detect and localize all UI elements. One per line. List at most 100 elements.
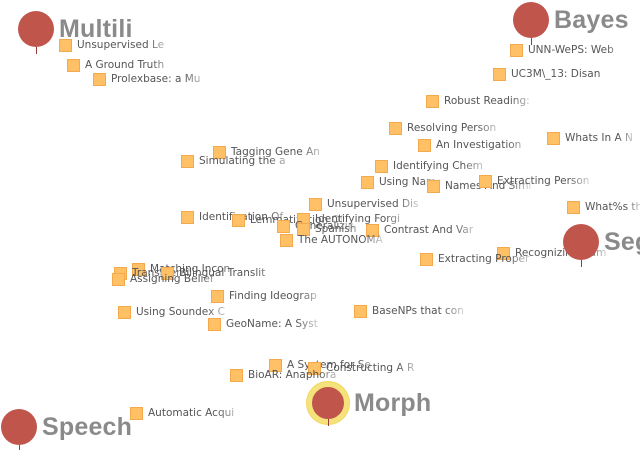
topic-node[interactable]: Bayes — [513, 2, 629, 45]
document-title: Simulating the a — [199, 155, 286, 167]
document-marker — [479, 175, 492, 188]
document-title: Constructing A R — [326, 362, 415, 374]
document-node[interactable]: Lemmatization Of — [232, 214, 350, 227]
topic-label: Speech — [42, 412, 133, 441]
document-node[interactable]: Generalizing — [277, 220, 357, 233]
document-node[interactable]: A System for Se — [269, 359, 387, 372]
document-marker — [389, 122, 402, 135]
document-marker — [420, 253, 433, 266]
document-node[interactable]: Unsupervised Dis — [309, 198, 427, 211]
document-node[interactable]: An Investigation — [418, 139, 536, 152]
document-title: Tagging Gene An — [231, 146, 320, 158]
document-title: Extracting Proper — [438, 253, 530, 265]
document-node[interactable]: Simulating the a — [181, 155, 299, 168]
document-node[interactable]: Finding Ideograp — [211, 290, 329, 303]
document-title: GeoName: A Syst — [226, 318, 318, 330]
document-marker — [493, 68, 506, 81]
document-node[interactable]: Constructing A R — [308, 362, 426, 375]
document-title: A System for Se — [287, 359, 371, 371]
document-marker — [59, 39, 72, 52]
document-title: BioAR: Anaphora — [248, 369, 337, 381]
document-marker — [308, 362, 321, 375]
document-node[interactable]: Tagging Gene An — [213, 146, 331, 159]
document-node[interactable]: Extracting Person — [479, 175, 597, 188]
document-title: Automatic Acqui — [148, 407, 235, 419]
document-marker — [361, 176, 374, 189]
document-title: Identifying Chem — [393, 160, 483, 172]
document-node[interactable]: Bilingual Translit — [161, 267, 289, 280]
topic-label: Morph — [354, 388, 432, 417]
document-title: Identifying Forgi — [315, 213, 401, 225]
topic-label: Multili — [59, 14, 133, 43]
document-marker — [366, 224, 379, 237]
document-marker — [547, 132, 560, 145]
document-title: UC3M\_13: Disan — [511, 68, 601, 80]
topic-marker — [1, 409, 37, 450]
document-marker — [132, 263, 145, 276]
document-title: An Investigation — [436, 139, 522, 151]
document-marker — [181, 211, 194, 224]
document-node[interactable]: Extracting Proper — [420, 253, 538, 266]
document-marker — [211, 290, 224, 303]
document-node[interactable]: Identifying Chem — [375, 160, 493, 173]
document-marker — [213, 146, 226, 159]
document-node[interactable]: What%s th — [567, 201, 640, 214]
document-marker — [181, 155, 194, 168]
document-title: A Ground Truth — [85, 59, 165, 71]
topic-node[interactable]: Seg — [563, 224, 640, 267]
topic-node-selected[interactable]: Morph — [307, 382, 432, 426]
document-node[interactable]: Automatic Acqui — [130, 407, 248, 420]
document-title: Using Soundex C — [136, 306, 225, 318]
document-marker — [497, 247, 510, 260]
document-node[interactable]: BioAR: Anaphora — [230, 369, 348, 382]
document-marker — [567, 201, 580, 214]
document-node[interactable]: Assigning Belief — [112, 273, 230, 286]
document-title: Contrast And Var — [384, 224, 474, 236]
document-marker — [67, 59, 80, 72]
document-title: Unsupervised Le — [77, 39, 165, 51]
topic-marker — [307, 382, 349, 426]
document-node[interactable]: UC3M\_13: Disan — [493, 68, 636, 81]
document-node[interactable]: BaseNPs that con — [354, 305, 472, 318]
document-title: Bilingual Translit — [179, 267, 266, 279]
document-title: BaseNPs that con — [372, 305, 464, 317]
document-marker — [269, 359, 282, 372]
document-title: Finding Ideograp — [229, 290, 317, 302]
document-node[interactable]: Contrast And Var — [366, 224, 484, 237]
document-node[interactable]: A Ground Truth — [67, 59, 180, 72]
document-title: Assigning Belief — [130, 273, 214, 285]
document-marker — [426, 95, 439, 108]
document-title: What%s th — [585, 201, 640, 213]
document-node[interactable]: GeoName: A Syst — [208, 318, 326, 331]
document-title: Extracting Person — [497, 175, 590, 187]
document-marker — [230, 369, 243, 382]
topic-node[interactable]: Speech — [1, 409, 133, 450]
document-title: Unsupervised Dis — [327, 198, 419, 210]
document-node[interactable]: Whats In A N — [547, 132, 640, 145]
topic-marker — [513, 2, 549, 45]
topic-marker — [18, 11, 54, 54]
document-node[interactable]: The AUTONOMA — [280, 234, 390, 247]
document-node[interactable]: Using Names A — [361, 176, 441, 189]
document-title: Using Names A — [379, 176, 441, 188]
document-marker — [93, 73, 106, 86]
document-marker — [354, 305, 367, 318]
document-node[interactable]: Spanish — [297, 223, 365, 236]
document-node[interactable]: UNN-WePS: Web — [510, 44, 638, 57]
document-node[interactable]: Unsupervised Le — [59, 39, 177, 52]
document-title: Resolving Person — [407, 122, 497, 134]
topic-label: Seg — [604, 227, 640, 256]
document-marker — [277, 220, 290, 233]
document-title: Whats In A N — [565, 132, 633, 144]
document-node[interactable]: Resolving Person — [389, 122, 507, 135]
document-title: Generalizing — [295, 220, 357, 232]
document-node[interactable]: Prolexbase: a Mu — [93, 73, 214, 86]
document-marker — [130, 407, 143, 420]
document-title: Robust Reading: — [444, 95, 530, 107]
document-node[interactable]: Robust Reading: — [426, 95, 539, 108]
document-node[interactable]: Using Soundex C — [118, 306, 236, 319]
topic-node[interactable]: Multili — [18, 11, 133, 54]
document-marker — [427, 180, 440, 193]
document-marker — [309, 198, 322, 211]
